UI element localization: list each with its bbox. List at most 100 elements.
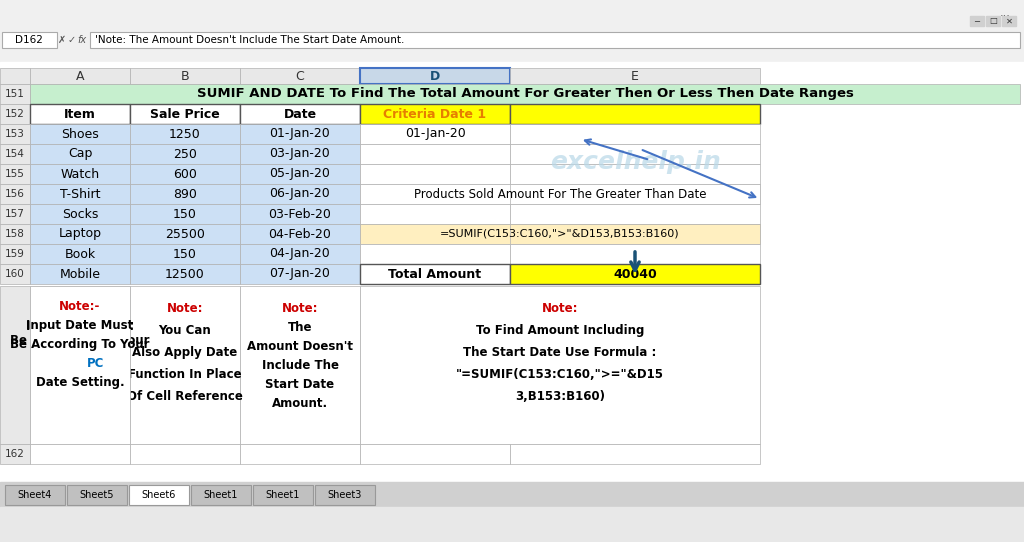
Bar: [240, 444, 360, 464]
Text: Start Date: Start Date: [265, 378, 335, 391]
Bar: [986, 16, 1000, 26]
Text: 152: 152: [5, 109, 25, 119]
Text: 158: 158: [5, 229, 25, 239]
Text: Input Date Must: Input Date Must: [27, 320, 133, 333]
Text: Note:: Note:: [282, 302, 318, 315]
Text: ✕: ✕: [1006, 16, 1013, 25]
Text: 160: 160: [5, 269, 25, 279]
Bar: [360, 204, 510, 224]
Bar: [510, 224, 760, 244]
Bar: [240, 224, 360, 244]
Bar: [129, 485, 189, 505]
Text: excelhelp.in: excelhelp.in: [550, 150, 720, 174]
Bar: [240, 184, 360, 204]
Text: Total Amount: Total Amount: [388, 268, 481, 281]
Bar: [240, 286, 360, 444]
Text: □: □: [989, 16, 997, 25]
Bar: [0, 62, 1024, 482]
Text: 154: 154: [5, 149, 25, 159]
Bar: [30, 204, 130, 224]
Text: Shoes: Shoes: [61, 127, 99, 140]
Text: Function In Place: Function In Place: [128, 368, 242, 381]
Bar: [510, 124, 760, 144]
Bar: [0, 184, 30, 204]
Bar: [5, 485, 65, 505]
Bar: [360, 164, 510, 184]
Text: The Start Date Use Formula :: The Start Date Use Formula :: [463, 346, 656, 359]
Text: Sheet1: Sheet1: [266, 490, 300, 500]
Text: Of Cell Reference: Of Cell Reference: [127, 390, 243, 403]
Text: Watch: Watch: [60, 167, 99, 180]
Bar: [130, 124, 240, 144]
Text: 156: 156: [5, 189, 25, 199]
Bar: [240, 144, 360, 164]
Text: D162: D162: [15, 35, 43, 45]
Text: Amount Doesn't: Amount Doesn't: [247, 340, 353, 353]
Text: Date Setting.: Date Setting.: [36, 376, 124, 389]
Bar: [360, 444, 510, 464]
Bar: [0, 144, 30, 164]
Bar: [510, 264, 760, 284]
Text: Be According To Your: Be According To Your: [10, 334, 150, 347]
Text: 04-Feb-20: 04-Feb-20: [268, 228, 332, 241]
Text: D: D: [430, 69, 440, 82]
Bar: [360, 68, 510, 84]
Bar: [30, 224, 130, 244]
Text: Date: Date: [284, 107, 316, 120]
Bar: [360, 124, 510, 144]
Text: 151: 151: [5, 89, 25, 99]
Bar: [510, 68, 760, 84]
Text: Amount.: Amount.: [272, 397, 328, 410]
Text: Sheet3: Sheet3: [328, 490, 362, 500]
Bar: [1002, 16, 1016, 26]
Bar: [0, 507, 1024, 542]
Text: 12500: 12500: [165, 268, 205, 281]
Text: B: B: [180, 69, 189, 82]
Text: Sheet4: Sheet4: [17, 490, 52, 500]
Bar: [0, 68, 30, 84]
Bar: [30, 144, 130, 164]
Text: Note:-: Note:-: [59, 306, 100, 319]
Bar: [130, 244, 240, 264]
Text: 03-Jan-20: 03-Jan-20: [269, 147, 331, 160]
Text: Note:-: Note:-: [59, 300, 100, 313]
Text: Products Sold Amount For The Greater Than Date: Products Sold Amount For The Greater Tha…: [414, 188, 707, 201]
Bar: [30, 124, 130, 144]
Text: 157: 157: [5, 209, 25, 219]
Text: 03-Feb-20: 03-Feb-20: [268, 208, 332, 221]
Text: Sale Price: Sale Price: [151, 107, 220, 120]
Text: 155: 155: [5, 169, 25, 179]
Text: Input Date Must: Input Date Must: [27, 319, 133, 332]
Text: Item: Item: [65, 107, 96, 120]
Bar: [130, 224, 240, 244]
Text: 250: 250: [173, 147, 197, 160]
Bar: [0, 286, 30, 444]
Text: Include The: Include The: [261, 359, 339, 372]
Text: C: C: [296, 69, 304, 82]
Bar: [240, 204, 360, 224]
Bar: [30, 286, 130, 444]
Text: Socks: Socks: [61, 208, 98, 221]
Bar: [360, 264, 510, 284]
Text: Sheet6: Sheet6: [141, 490, 176, 500]
Bar: [30, 444, 130, 464]
Text: PC: PC: [52, 348, 70, 361]
Bar: [970, 16, 984, 26]
Bar: [0, 124, 30, 144]
Bar: [0, 224, 30, 244]
Bar: [0, 444, 30, 464]
Text: fx: fx: [78, 35, 87, 45]
Bar: [510, 184, 760, 204]
Text: =SUMIF(C153:C160,">"&D153,B153:B160): =SUMIF(C153:C160,">"&D153,B153:B160): [440, 229, 680, 239]
Text: 600: 600: [173, 167, 197, 180]
Text: Be According To Your: Be According To Your: [10, 338, 150, 351]
Bar: [30, 68, 130, 84]
Text: 1250: 1250: [169, 127, 201, 140]
Bar: [130, 104, 240, 124]
Bar: [360, 104, 510, 124]
Text: 153: 153: [5, 129, 25, 139]
Bar: [510, 144, 760, 164]
Text: 40040: 40040: [613, 268, 656, 281]
Bar: [240, 244, 360, 264]
Text: 3,B153:B160): 3,B153:B160): [515, 390, 605, 403]
